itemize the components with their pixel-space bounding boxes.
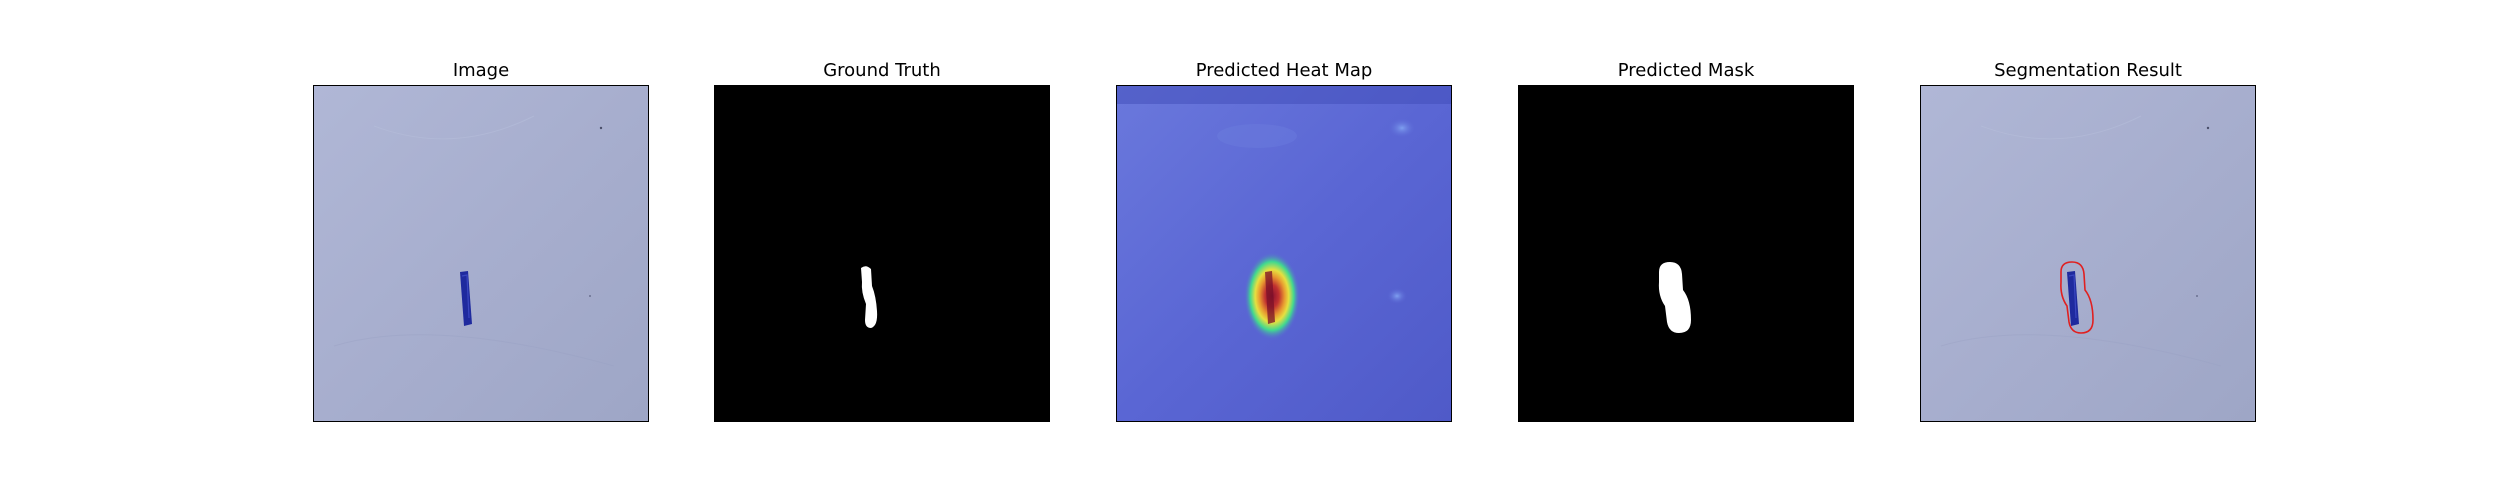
predicted-mask-view <box>1518 85 1854 422</box>
speck <box>599 126 603 130</box>
defect-highlight <box>2068 274 2077 319</box>
speck <box>2196 295 2198 297</box>
heat-top-band <box>1117 86 1451 104</box>
ground-truth-canvas <box>715 86 1049 421</box>
panel-image: Image <box>313 0 649 500</box>
heat-defect-core <box>1265 271 1275 324</box>
ground-truth-view <box>714 85 1050 422</box>
panel-title-ground-truth: Ground Truth <box>823 60 941 81</box>
defect-highlight <box>461 274 470 319</box>
paper-background <box>314 86 648 421</box>
panel-predicted-mask: Predicted Mask <box>1518 0 1854 500</box>
mask-background <box>715 86 1049 421</box>
segmentation-canvas <box>1921 86 2255 421</box>
predicted-mask-canvas <box>1519 86 1853 421</box>
ground-truth-mask <box>861 266 878 328</box>
segmentation-result-view <box>1920 85 2256 422</box>
paper-texture <box>373 115 535 140</box>
heat-map-canvas <box>1117 86 1451 421</box>
panel-ground-truth: Ground Truth <box>714 0 1050 500</box>
heat-spot <box>1388 118 1416 138</box>
panel-title-segmentation-result: Segmentation Result <box>1994 60 2182 81</box>
panel-title-heat-map: Predicted Heat Map <box>1195 60 1373 81</box>
segmentation-contour <box>2060 261 2094 334</box>
paper-texture <box>1980 115 2142 140</box>
panel-segmentation-result: Segmentation Result <box>1920 0 2256 500</box>
heat-map-view <box>1116 85 1452 422</box>
heat-background <box>1117 86 1451 421</box>
heat-spot <box>1217 124 1297 148</box>
paper-texture <box>333 334 615 367</box>
speck <box>589 295 591 297</box>
image-canvas <box>314 86 648 421</box>
mask-background <box>1519 86 1853 421</box>
panel-title-predicted-mask: Predicted Mask <box>1617 60 1755 81</box>
paper-texture <box>1940 334 2222 367</box>
speck <box>2206 126 2210 130</box>
panel-heat-map: Predicted Heat Map <box>1116 0 1452 500</box>
image-view <box>313 85 649 422</box>
panel-title-image: Image <box>452 60 510 81</box>
paper-background <box>1921 86 2255 421</box>
predicted-mask <box>1658 262 1691 333</box>
heat-spot <box>1387 288 1407 304</box>
